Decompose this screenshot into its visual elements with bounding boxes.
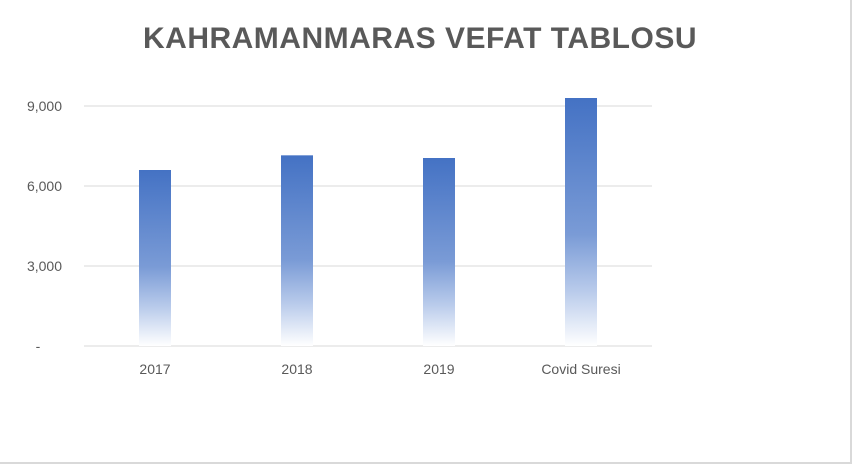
bars [139,98,597,346]
x-category-label: 2019 [423,361,454,377]
y-tick-label: - [36,338,41,354]
y-tick-label: 3,000 [27,258,62,274]
y-tick-label: 6,000 [27,178,62,194]
bar-2019 [423,158,455,346]
y-axis-ticks: - 3,000 6,000 9,000 [27,98,62,354]
bar-2018 [281,155,313,346]
bar-2017 [139,170,171,346]
y-tick-label: 9,000 [27,98,62,114]
x-category-label: Covid Suresi [541,361,620,377]
bar-covid-suresi [565,98,597,346]
x-category-label: 2017 [139,361,170,377]
x-category-label: 2018 [281,361,312,377]
chart-title: KAHRAMANMARAS VEFAT TABLOSU [142,22,698,55]
gridlines [84,105,652,347]
x-axis-categories: 2017 2018 2019 Covid Suresi [139,361,620,377]
